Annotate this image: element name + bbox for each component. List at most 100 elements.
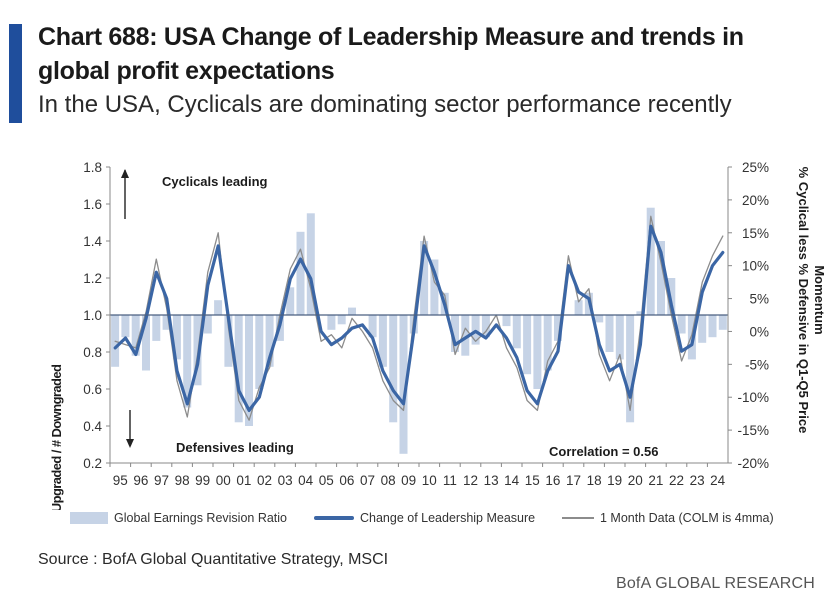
x-tick-label: 19 — [607, 473, 622, 488]
revision-bar — [420, 241, 429, 315]
x-tick-label: 15 — [525, 473, 540, 488]
y2-tick-label: 0% — [749, 324, 769, 339]
revision-bar — [286, 287, 295, 315]
y-tick-label: 1.6 — [83, 197, 102, 212]
x-tick-label: 24 — [710, 473, 726, 488]
x-tick-label: 01 — [236, 473, 251, 488]
revision-bar — [574, 300, 583, 315]
revision-bar — [152, 315, 161, 341]
legend-swatch-monthly — [562, 517, 594, 519]
chart: 0.2 0.4 0.6 0.8 1.0 1.2 1.4 1.6 1.8 -20% -15% -10% -… — [49, 160, 827, 510]
y-tick-label: 1.0 — [83, 308, 102, 323]
y-tick-label: 0.4 — [83, 419, 102, 434]
y2-tick-label: 5% — [749, 292, 769, 307]
revision-bar — [430, 259, 439, 315]
revision-bar — [554, 315, 562, 341]
revision-bar — [626, 315, 635, 423]
revision-bar — [234, 315, 243, 423]
revision-bar — [389, 315, 398, 423]
x-tick-label: 03 — [278, 473, 293, 488]
revision-bar — [121, 315, 130, 338]
chart-subtitle: In the USA, Cyclicals are dominating sec… — [38, 91, 732, 118]
revision-bar — [646, 207, 655, 315]
revision-bar — [657, 241, 665, 315]
y2-axis-label-line1: % Cyclical less % Defensive in Q1-Q5 Pri… — [796, 167, 811, 434]
x-tick-label: 12 — [463, 473, 478, 488]
cyclicals-leading-label: Cyclicals leading — [162, 174, 268, 189]
accent-bar — [9, 24, 22, 123]
chart-axes: 0.2 0.4 0.6 0.8 1.0 1.2 1.4 1.6 1.8 -20% -15% -10% -… — [83, 160, 769, 488]
revision-bar — [605, 315, 614, 352]
x-tick-label: 96 — [133, 473, 148, 488]
chart-title: Chart 688: USA Change of Leadership Meas… — [38, 23, 744, 85]
x-tick-label: 09 — [401, 473, 416, 488]
revision-bar — [306, 213, 315, 316]
x-tick-label: 21 — [648, 473, 663, 488]
legend-swatch-leadership — [314, 516, 354, 520]
y2-axis-label-line2: Momentum — [812, 265, 827, 334]
revision-bar — [677, 315, 686, 334]
revision-bar — [451, 315, 459, 352]
x-tick-label: 18 — [587, 473, 602, 488]
x-tick-label: 22 — [669, 473, 684, 488]
source-note: Source : BofA Global Quantitative Strate… — [38, 551, 389, 568]
revision-bar — [214, 300, 223, 315]
legend-item-revision: Global Earnings Revision Ratio — [70, 511, 287, 525]
revision-bar — [265, 315, 274, 367]
legend-item-leadership: Change of Leadership Measure — [314, 511, 535, 525]
x-tick-label: 10 — [422, 473, 437, 488]
revision-bar — [461, 315, 470, 356]
y-tick-label: 0.6 — [83, 382, 102, 397]
y2-tick-label: -20% — [737, 456, 769, 471]
legend-label-leadership: Change of Leadership Measure — [360, 511, 536, 525]
x-tick-label: 23 — [690, 473, 705, 488]
x-tick-label: 00 — [216, 473, 231, 488]
x-tick-label: 13 — [484, 473, 499, 488]
revision-bar — [708, 315, 717, 338]
revision-bar — [523, 315, 532, 375]
x-tick-label: 97 — [154, 473, 169, 488]
revision-bar — [481, 315, 490, 338]
x-tick-label: 95 — [113, 473, 128, 488]
defensives-leading-label: Defensives leading — [176, 440, 294, 455]
revision-bar — [296, 231, 305, 316]
revision-bar — [348, 307, 356, 315]
legend-item-monthly: 1 Month Data (COLM is 4mma) — [562, 511, 774, 525]
legend-label-monthly: 1 Month Data (COLM is 4mma) — [600, 511, 774, 525]
y2-tick-label: -10% — [737, 390, 769, 405]
y-tick-label: 0.8 — [83, 345, 102, 360]
arrow-down-head-icon — [126, 439, 134, 448]
y-tick-label: 0.2 — [83, 456, 102, 471]
revision-bar — [378, 315, 387, 367]
x-tick-label: 05 — [319, 473, 334, 488]
revision-bar — [142, 315, 150, 371]
x-tick-label: 02 — [257, 473, 272, 488]
revision-bar — [698, 315, 707, 343]
revision-bar — [224, 315, 233, 367]
revision-bar — [255, 315, 264, 389]
y2-tick-label: -15% — [737, 423, 769, 438]
brand-logo-text: BofA GLOBAL RESEARCH — [615, 575, 815, 592]
revision-bar — [183, 315, 192, 408]
revision-bar — [615, 315, 624, 360]
legend-label-revision: Global Earnings Revision Ratio — [114, 511, 288, 525]
y-tick-label: 1.2 — [83, 271, 102, 286]
chart-lines — [113, 215, 725, 421]
leadership-measure-line — [113, 224, 725, 412]
y2-tick-label: 25% — [742, 160, 769, 175]
revision-bar — [543, 315, 552, 371]
x-tick-label: 17 — [566, 473, 581, 488]
x-tick-label: 08 — [381, 473, 396, 488]
revision-bar — [337, 315, 346, 325]
revision-bar — [718, 315, 727, 330]
revision-bar — [203, 315, 212, 334]
revision-bar — [502, 315, 511, 327]
x-tick-label: 14 — [504, 473, 520, 488]
revision-bar — [327, 315, 336, 330]
arrow-up-head-icon — [121, 169, 129, 178]
revision-bar — [131, 315, 140, 356]
revision-bar — [399, 315, 408, 454]
x-tick-label: 16 — [545, 473, 560, 488]
revision-bar — [595, 315, 604, 323]
y2-tick-label: 15% — [742, 226, 769, 241]
